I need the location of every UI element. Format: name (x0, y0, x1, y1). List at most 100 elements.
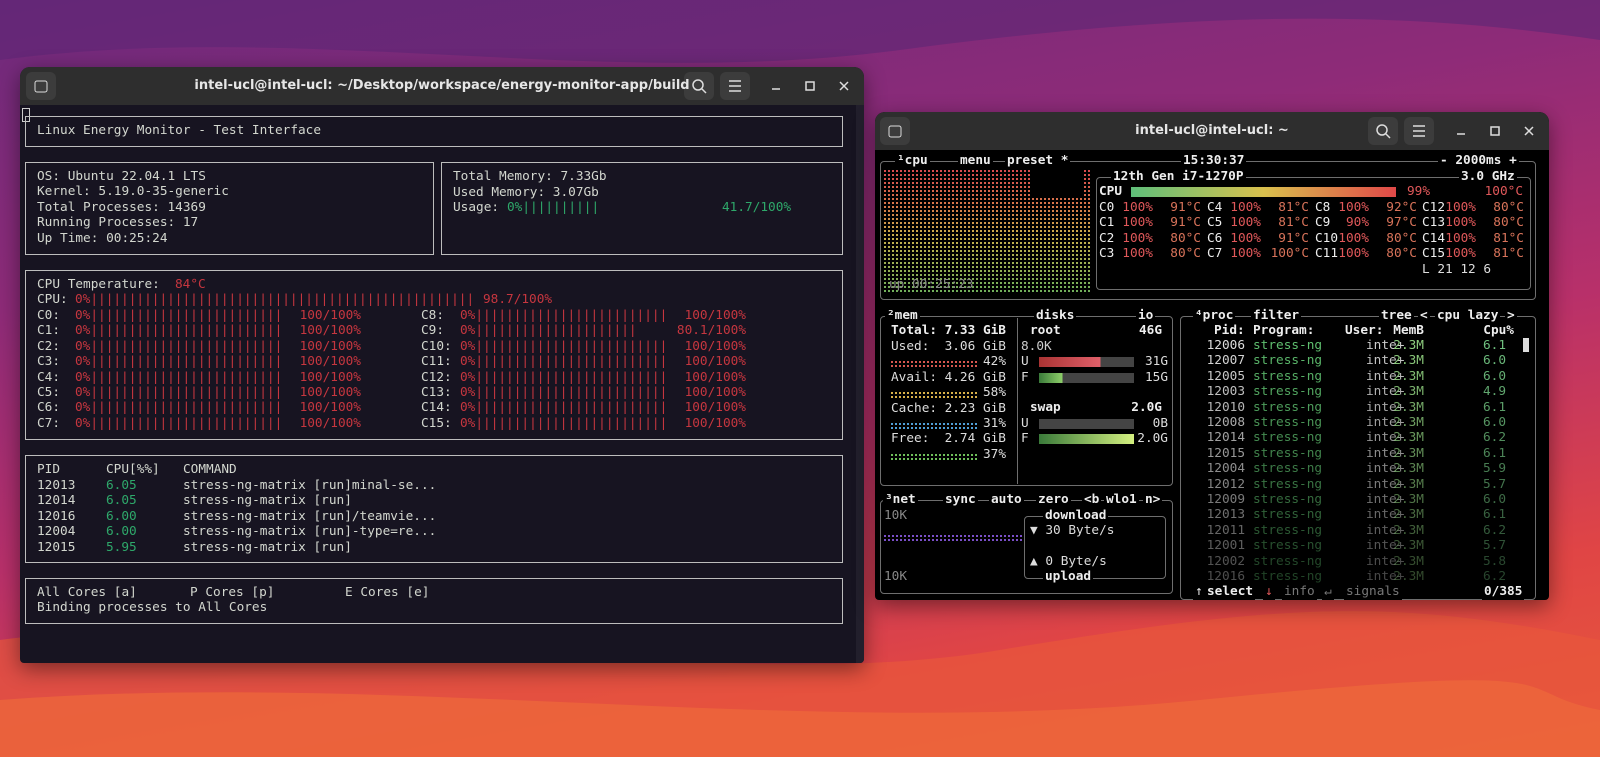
core-bar: 0%||||||||||||||||||||||||| (75, 338, 283, 354)
process-cell: 12004 (37, 524, 76, 540)
core-temp: 92°C (1386, 200, 1417, 215)
load-average: L 21 12 6 (1422, 262, 1492, 277)
core-label: C0: (37, 308, 61, 323)
process-cell: 6.05 (106, 478, 137, 493)
title-bar (875, 112, 1549, 150)
process-cell: 6.05 (106, 493, 137, 509)
mem: 2.3M (1393, 353, 1424, 369)
box-tab: filter (1251, 308, 1302, 324)
disk-value: 2.0G (1137, 431, 1168, 446)
system-info: Up Time: 00:25:24 (37, 230, 168, 246)
terminal-window (20, 67, 864, 663)
user: inte+ (1366, 461, 1405, 477)
user: inte+ (1366, 368, 1405, 384)
core-label: C2: (37, 338, 61, 354)
mem: 2.3M (1393, 384, 1424, 400)
panel (441, 162, 843, 255)
box-tab: > (1505, 308, 1517, 324)
column-header: MemB (1393, 323, 1424, 338)
user: inte+ (1366, 430, 1405, 446)
mem: 2.3M (1393, 476, 1424, 492)
core-pct: 100% (1338, 246, 1369, 262)
user: inte+ (1366, 553, 1405, 569)
core-pct: 100% (1445, 246, 1476, 262)
new-tab-button[interactable] (880, 117, 910, 145)
search-button[interactable] (684, 72, 714, 100)
core-label: C15: (421, 415, 452, 431)
core-temp: 100°C (1270, 246, 1309, 262)
disk-bar (1039, 357, 1134, 367)
system-info: OS: Ubuntu 22.04.1 LTS (37, 169, 206, 184)
cpu-graph-gap (1030, 168, 1082, 198)
close[interactable] (839, 81, 849, 91)
core-label: C10: (421, 338, 452, 354)
program: stress-ng (1253, 338, 1323, 353)
core-bar: 0%||||||||||||||||||||||||| (460, 415, 668, 431)
mem: 2.3M (1393, 399, 1424, 415)
core-label: C7 (1207, 246, 1223, 262)
close[interactable] (1524, 126, 1534, 136)
net-scale: 10K (884, 569, 908, 584)
core-label: C5: (37, 385, 61, 400)
cpu-temp-value: 84°C (175, 277, 206, 292)
user: inte+ (1366, 384, 1405, 400)
disk-label: F (1021, 370, 1029, 385)
core-label: C6: (37, 400, 61, 416)
search-button[interactable] (1368, 117, 1398, 145)
mem-label: Free: (891, 431, 930, 447)
cpu-total-bar (1131, 187, 1396, 197)
pid: 12010 (1206, 399, 1245, 415)
mode-option: All Cores [a] (37, 585, 137, 600)
core-bar: 0%||||||||||||||||||||||||| (75, 354, 283, 370)
cpu-pct: 6.2 (1482, 430, 1506, 446)
core-temp: 80°C (1493, 215, 1524, 231)
clock: 15:30:37 (1181, 153, 1247, 169)
column-header: PID (37, 462, 61, 477)
pid: 12008 (1206, 415, 1245, 430)
process-cell: stress-ng-matrix [run]minal-se... (183, 478, 437, 493)
core-label: C8 (1315, 200, 1331, 215)
core-temp: 81°C (1278, 200, 1309, 215)
user: inte+ (1366, 507, 1405, 523)
meter (891, 423, 977, 429)
cpu-pct: 6.1 (1482, 338, 1506, 353)
program: stress-ng (1253, 445, 1323, 461)
box-tab: io (1136, 308, 1156, 324)
net-rate: ▼ 30 Byte/s (1030, 523, 1115, 538)
core-value: 100/100% (299, 369, 361, 385)
cpu-pct: 6.1 (1482, 445, 1506, 461)
interval: - 2000ms + (1438, 153, 1519, 169)
column-header: User: (1345, 323, 1384, 338)
process-cell: 6.00 (106, 524, 137, 540)
core-temp: 80°C (1386, 246, 1417, 262)
cpu-model: 12th Gen i7-1270P (1111, 169, 1246, 185)
core-temp: 80°C (1493, 200, 1524, 215)
cpu-pct: 6.0 (1482, 415, 1506, 430)
core-pct: 100% (1230, 246, 1261, 262)
core-value: 80.1/100% (676, 323, 746, 339)
cpu-pct: 6.2 (1482, 522, 1506, 538)
divider (1017, 318, 1018, 484)
disk-rate: 8.0K (1021, 339, 1052, 354)
net-scale: 10K (884, 508, 908, 523)
cpu-pct: 5.8 (1482, 553, 1506, 569)
mem-value: 7.33 GiB (944, 323, 1006, 338)
footer-key: ↓ (1263, 584, 1275, 600)
column-header: Cpu% (1483, 323, 1514, 338)
maximize[interactable] (1490, 126, 1500, 136)
user: inte+ (1366, 353, 1405, 369)
core-bar: 0%||||||||||||||||||||||||| (75, 369, 283, 385)
pid: 12014 (1206, 430, 1245, 446)
maximize[interactable] (805, 81, 815, 91)
mem: 2.3M (1393, 492, 1424, 507)
mem-pct: 42% (982, 354, 1006, 370)
core-pct: 100% (1445, 230, 1476, 246)
status-line: Binding processes to All Cores (37, 600, 268, 615)
cpu-pct: 6.0 (1482, 492, 1506, 507)
user: inte+ (1366, 338, 1405, 353)
net-rate: ▲ 0 Byte/s (1030, 554, 1107, 569)
box-tab: ³net (883, 492, 918, 508)
new-tab-button[interactable] (26, 72, 56, 100)
swap-bar (1039, 419, 1134, 429)
